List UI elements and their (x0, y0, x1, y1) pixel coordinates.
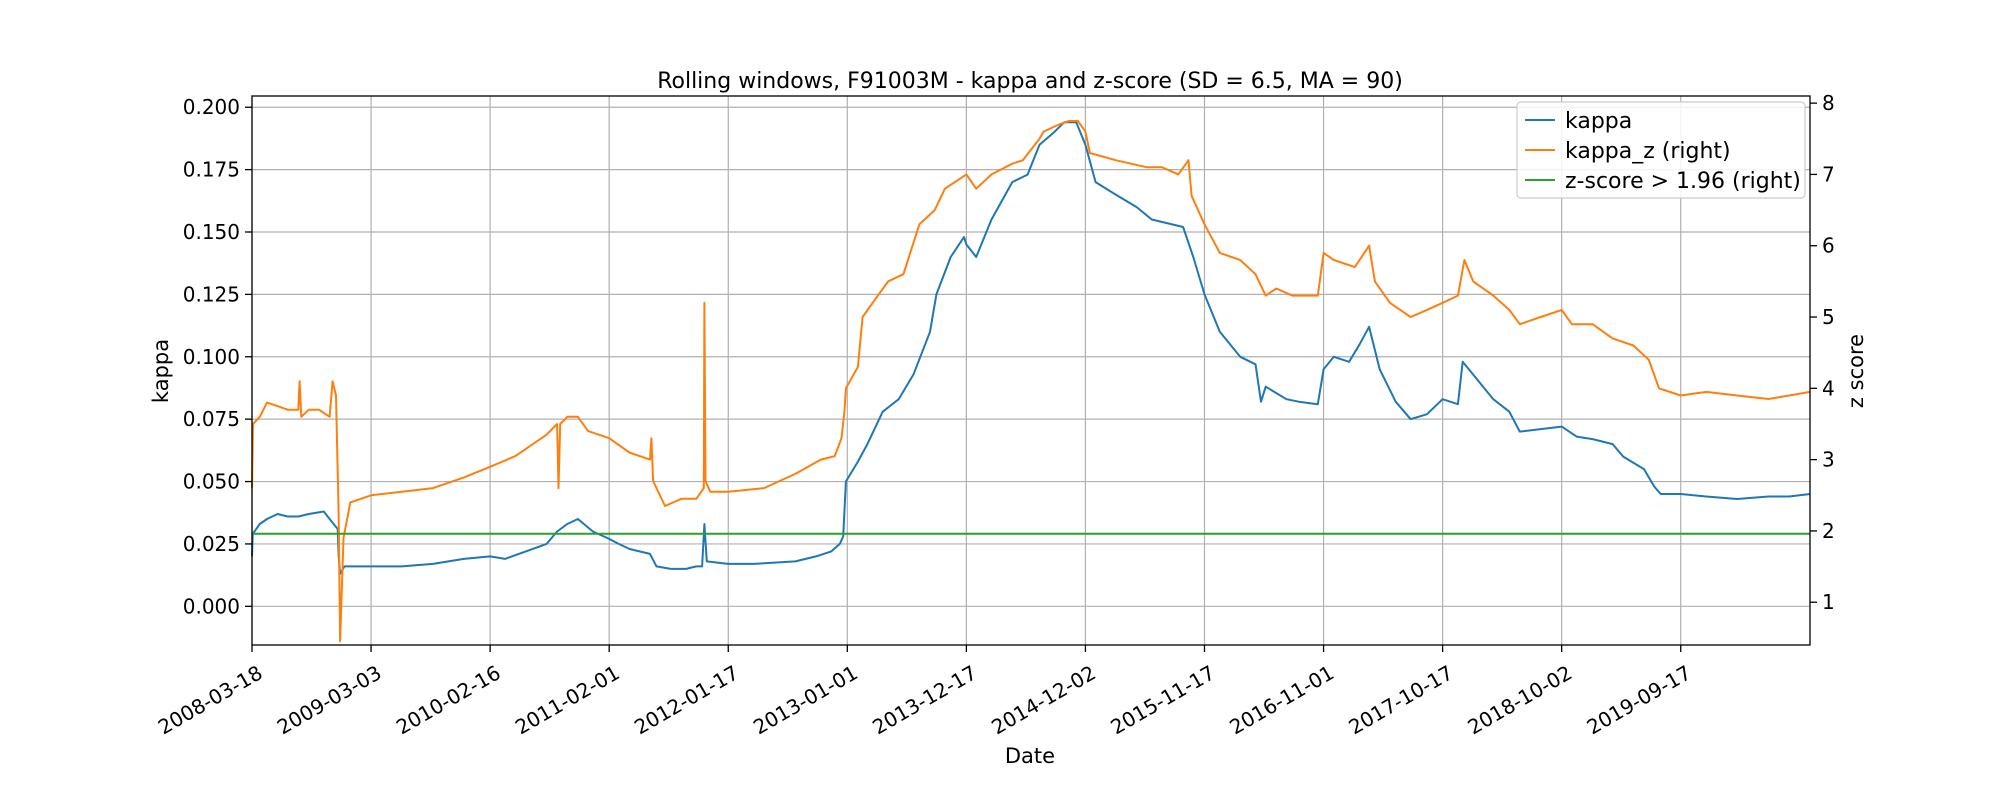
x-tick-label: 2012-01-17 (630, 660, 743, 739)
y-tick-label-right: 3 (1822, 448, 1835, 472)
x-tick-label: 2008-03-18 (154, 660, 267, 739)
y-tick-label-left: 0.000 (183, 594, 240, 618)
y-tick-label-left: 0.125 (183, 282, 240, 306)
y-tick-label-right: 5 (1822, 305, 1835, 329)
y-tick-label-right: 4 (1822, 376, 1835, 400)
x-axis-label: Date (1005, 744, 1055, 768)
x-tick-label: 2009-03-03 (273, 660, 386, 739)
legend-label: kappa_z (right) (1565, 139, 1731, 164)
x-tick-label: 2019-09-17 (1583, 660, 1696, 739)
y-tick-label-right: 6 (1822, 234, 1835, 258)
y-tick-label-right: 2 (1822, 519, 1835, 543)
y-tick-label-right: 7 (1822, 162, 1835, 186)
x-tick-label: 2017-10-17 (1344, 660, 1457, 739)
y-tick-label-left: 0.150 (183, 220, 240, 244)
y-tick-label-left: 0.175 (183, 158, 240, 182)
x-tick-label: 2013-12-17 (868, 660, 981, 739)
y-tick-label-left: 0.075 (183, 407, 240, 431)
legend: kappa kappa_z (right) z-score > 1.96 (righ… (1516, 101, 1806, 199)
legend-box (1516, 101, 1806, 199)
y-tick-label-left: 0.050 (183, 470, 240, 494)
x-tick-label: 2011-02-01 (511, 660, 624, 739)
x-tick-label: 2018-10-02 (1464, 660, 1577, 739)
x-tick-label: 2015-11-17 (1106, 660, 1219, 739)
y-tick-label-right: 8 (1822, 91, 1835, 115)
plot-frame (251, 95, 1811, 646)
y-axis-label-left: kappa (149, 339, 173, 403)
x-tick-label: 2013-01-01 (749, 660, 862, 739)
series-line-kappa (251, 121, 1811, 575)
y-tick-label-left: 0.100 (183, 345, 240, 369)
y-tick-label-right: 1 (1822, 590, 1835, 614)
x-tick-label: 2010-02-16 (392, 660, 505, 739)
y-tick-label-left: 0.200 (183, 95, 240, 119)
plot-lines (251, 120, 1811, 643)
y-axis-label-right: z score (1844, 334, 1868, 408)
legend-label: kappa (1565, 109, 1632, 134)
y-tick-label-left: 0.025 (183, 532, 240, 556)
legend-label: z-score > 1.96 (right) (1565, 169, 1801, 194)
x-tick-label: 2014-12-02 (987, 660, 1100, 739)
x-tick-label: 2016-11-01 (1225, 660, 1338, 739)
series-line-kappa-z-right- (251, 120, 1811, 643)
chart-title: Rolling windows, F91003M - kappa and z-s… (657, 69, 1403, 94)
